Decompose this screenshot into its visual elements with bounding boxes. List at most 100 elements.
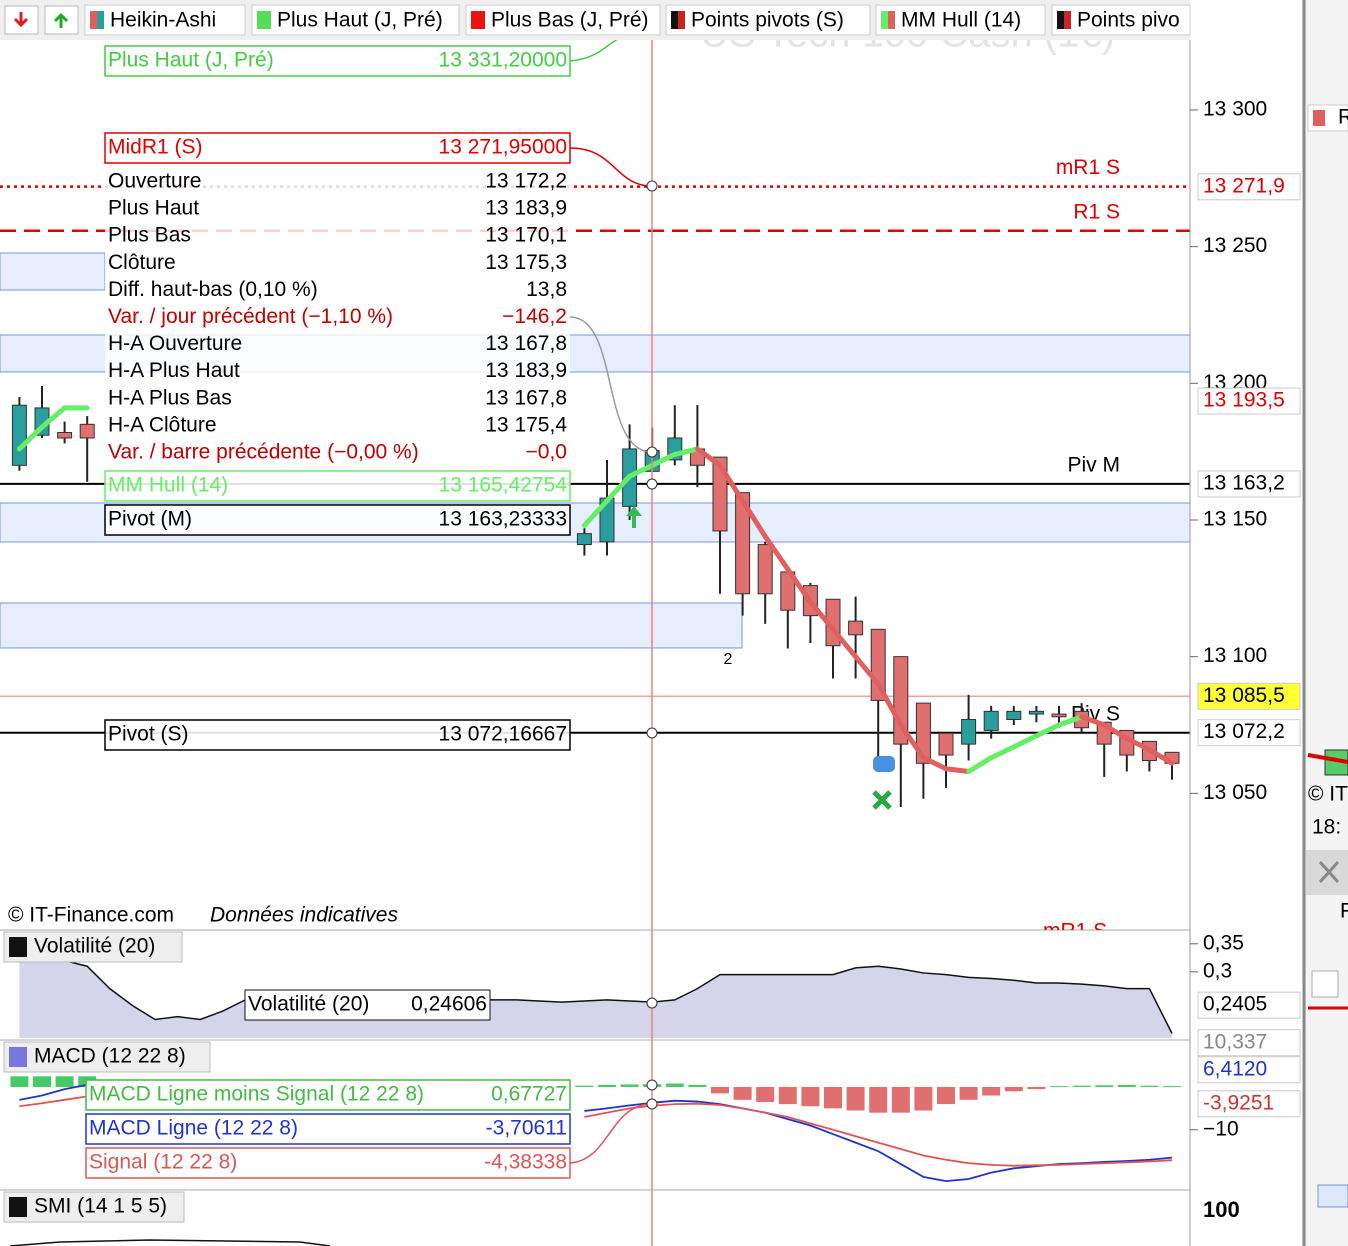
legend-box xyxy=(104,45,571,77)
tab[interactable] xyxy=(1051,4,1191,36)
value-badge xyxy=(1197,1090,1301,1118)
hull-segment xyxy=(39,405,68,430)
macd-bar xyxy=(598,1084,616,1087)
macd-signal xyxy=(19,1095,1173,1167)
signal-icon xyxy=(872,790,892,810)
candle-body xyxy=(848,620,864,636)
price-badge xyxy=(1197,719,1301,747)
candle-body xyxy=(757,544,773,595)
macd-bar xyxy=(778,1086,797,1105)
level-label: mR1 S xyxy=(1056,156,1120,179)
candle-body xyxy=(712,456,728,532)
info-label: H-A Clôture xyxy=(108,413,217,436)
legend-name: Pivot (M) xyxy=(108,508,192,531)
tab[interactable] xyxy=(465,4,661,36)
panel-icon xyxy=(9,1047,27,1067)
y-tick-label: 13 050 xyxy=(1203,781,1267,804)
y-tick-label: 0,35 xyxy=(1203,931,1244,954)
volatility-line xyxy=(19,959,1173,1034)
hull-segment xyxy=(830,626,859,660)
hull-segment xyxy=(898,722,926,761)
hull-segment xyxy=(740,498,768,539)
legend-name: Pivot (S) xyxy=(108,723,189,746)
value-badge-label: -3,9251 xyxy=(1203,1091,1274,1114)
legend-name: MM Hull (14) xyxy=(108,474,228,497)
macd-bar xyxy=(10,1076,29,1087)
tooltip-value: 0,24606 xyxy=(411,993,487,1016)
hull-segment xyxy=(649,451,678,468)
value-badge-label: 0,2405 xyxy=(1203,993,1267,1016)
candle-body xyxy=(983,710,999,731)
info-label: H-A Ouverture xyxy=(108,332,242,355)
info-value: 13 167,8 xyxy=(485,386,567,409)
legend-box xyxy=(104,504,571,536)
tab-icon xyxy=(471,11,478,29)
panel-title-box xyxy=(3,1191,185,1223)
panel-icon xyxy=(9,1197,27,1217)
legend-box xyxy=(104,132,571,164)
macd-bar xyxy=(756,1086,775,1102)
macd-bar xyxy=(1095,1085,1114,1087)
hull-segment xyxy=(1011,733,1039,750)
copyright: © IT-Finance.com xyxy=(8,904,174,927)
tab[interactable] xyxy=(251,4,460,36)
tab-icon xyxy=(257,11,264,29)
macd-bar xyxy=(846,1086,865,1111)
tab[interactable] xyxy=(875,4,1046,36)
hull-segment xyxy=(694,446,723,468)
legend-value: -3,70611 xyxy=(486,1117,567,1140)
candle-body xyxy=(735,492,751,595)
candle-body xyxy=(1028,710,1044,715)
cursor-point xyxy=(646,727,658,739)
hull-segment xyxy=(1079,714,1107,728)
hull-segment xyxy=(717,462,746,504)
candle-body xyxy=(961,719,977,745)
connector xyxy=(569,316,653,453)
side-text: © IT xyxy=(1308,783,1348,806)
tab-icon xyxy=(90,11,97,29)
down-icon xyxy=(13,12,29,28)
macd-bar xyxy=(982,1086,1001,1096)
panel-icon xyxy=(9,937,27,957)
candle-body xyxy=(915,702,931,764)
hull-segment xyxy=(762,533,791,572)
hull-segment xyxy=(807,599,836,632)
tab[interactable] xyxy=(665,4,871,36)
up-icon xyxy=(53,12,69,28)
info-label: Plus Bas xyxy=(108,224,191,247)
value-badge xyxy=(1197,1029,1301,1057)
side-button[interactable] xyxy=(1311,970,1339,998)
value-badge xyxy=(1197,991,1301,1019)
legend-name: MACD Ligne moins Signal (12 22 8) xyxy=(89,1083,424,1106)
candle-body xyxy=(576,533,592,546)
candle-body xyxy=(938,732,954,756)
level-label: R1 S xyxy=(1073,200,1120,223)
macd-bar xyxy=(1004,1086,1023,1092)
macd-bar xyxy=(1117,1084,1136,1087)
info-value: 13 172,2 xyxy=(485,170,567,193)
cursor-point xyxy=(646,446,658,458)
cursor-point xyxy=(646,1079,658,1091)
volatility-area xyxy=(19,960,1172,1038)
hull-segment xyxy=(920,755,949,772)
hull-segment xyxy=(16,424,45,452)
side-text: R xyxy=(1338,106,1348,129)
legend-value: 13 331,20000 xyxy=(439,49,567,72)
macd-bar xyxy=(620,1084,639,1087)
legend-value: 13 163,23333 xyxy=(439,508,567,531)
legend-name: Plus Haut (J, Pré) xyxy=(108,49,274,72)
macd-bar xyxy=(33,1076,51,1087)
panel-title: SMI (14 1 5 5) xyxy=(34,1195,167,1218)
cursor-point xyxy=(646,1098,658,1110)
side-panel xyxy=(1303,0,1348,1246)
hull-segment xyxy=(1146,747,1175,766)
close-icon xyxy=(1318,860,1340,884)
macd-bar xyxy=(575,1085,594,1087)
candle-body xyxy=(79,423,95,439)
tab[interactable] xyxy=(84,4,246,36)
info-value: −0,0 xyxy=(526,441,567,464)
legend-value: 13 271,95000 xyxy=(439,136,567,159)
level-label: mR1 S xyxy=(1043,920,1107,943)
